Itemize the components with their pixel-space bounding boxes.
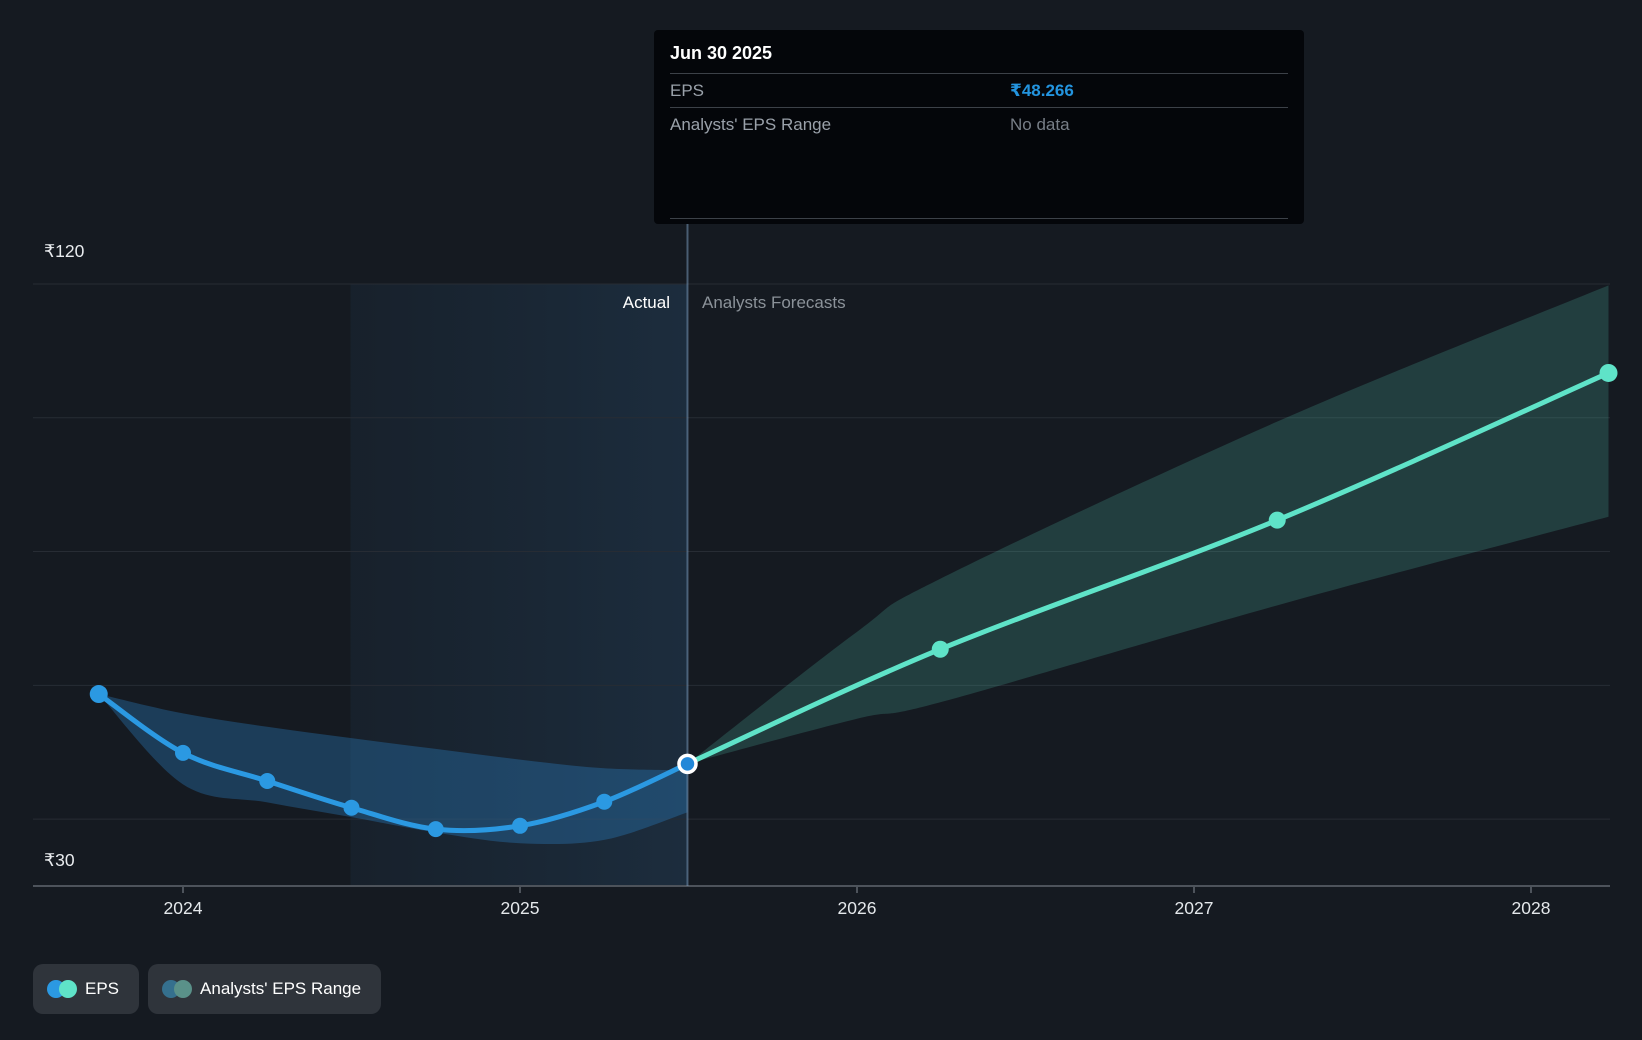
x-axis-year-label: 2025 — [500, 898, 540, 918]
tooltip-eps-row: EPS ₹48.266 — [670, 74, 1288, 108]
legend-item-analysts-eps-range[interactable]: Analysts' EPS Range — [148, 964, 382, 1014]
eps-data-point[interactable] — [427, 821, 444, 838]
eps-legend-dots-icon — [47, 980, 77, 998]
past-year-highlight-band — [350, 284, 688, 886]
legend-eps-label: EPS — [85, 979, 120, 998]
hovered-data-point[interactable] — [677, 753, 698, 775]
chart-legend: EPS Analysts' EPS Range — [33, 964, 382, 1014]
forecast-data-point[interactable] — [931, 640, 949, 658]
forecast-data-point[interactable] — [1599, 363, 1618, 382]
legend-range-label: Analysts' EPS Range — [200, 979, 362, 998]
eps-data-point[interactable] — [175, 744, 191, 761]
eps-forecast-line — [684, 370, 1612, 767]
hover-tooltip: Jun 30 2025 EPS ₹48.266 Analysts' EPS Ra… — [654, 30, 1304, 224]
y-axis-label-bottom: ₹30 — [44, 850, 75, 870]
x-axis-labels: 2024 2025 2026 2027 2028 — [0, 897, 1642, 921]
tooltip-bottom-rule — [670, 218, 1288, 219]
eps-data-point[interactable] — [596, 793, 613, 810]
tooltip-eps-label: EPS — [670, 80, 705, 100]
tooltip-eps-value: ₹48.266 — [1010, 80, 1074, 100]
tooltip-range-value: No data — [1010, 114, 1070, 134]
tooltip-range-row: Analysts' EPS Range No data — [670, 108, 1288, 141]
eps-data-point[interactable] — [343, 799, 360, 816]
actual-phase-label: Actual — [622, 293, 670, 312]
forecast-phase-label: Analysts Forecasts — [702, 293, 846, 312]
eps-data-point[interactable] — [89, 685, 108, 704]
range-legend-dots-icon — [162, 980, 193, 998]
y-axis-label-top: ₹120 — [44, 241, 85, 261]
actual-eps-range-band — [98, 694, 688, 845]
eps-data-point[interactable] — [512, 817, 528, 834]
legend-item-eps[interactable]: EPS — [33, 964, 140, 1014]
x-axis-year-label: 2028 — [1511, 898, 1551, 918]
tooltip-date: Jun 30 2025 — [670, 30, 1288, 74]
eps-data-point[interactable] — [259, 772, 276, 789]
x-axis-year-label: 2027 — [1174, 898, 1214, 918]
x-axis-year-label: 2026 — [837, 898, 877, 918]
forecast-data-point[interactable] — [1268, 511, 1286, 529]
tooltip-range-label: Analysts' EPS Range — [670, 114, 832, 134]
x-axis-year-label: 2024 — [163, 898, 203, 918]
analysts-eps-range-band — [687, 285, 1609, 764]
